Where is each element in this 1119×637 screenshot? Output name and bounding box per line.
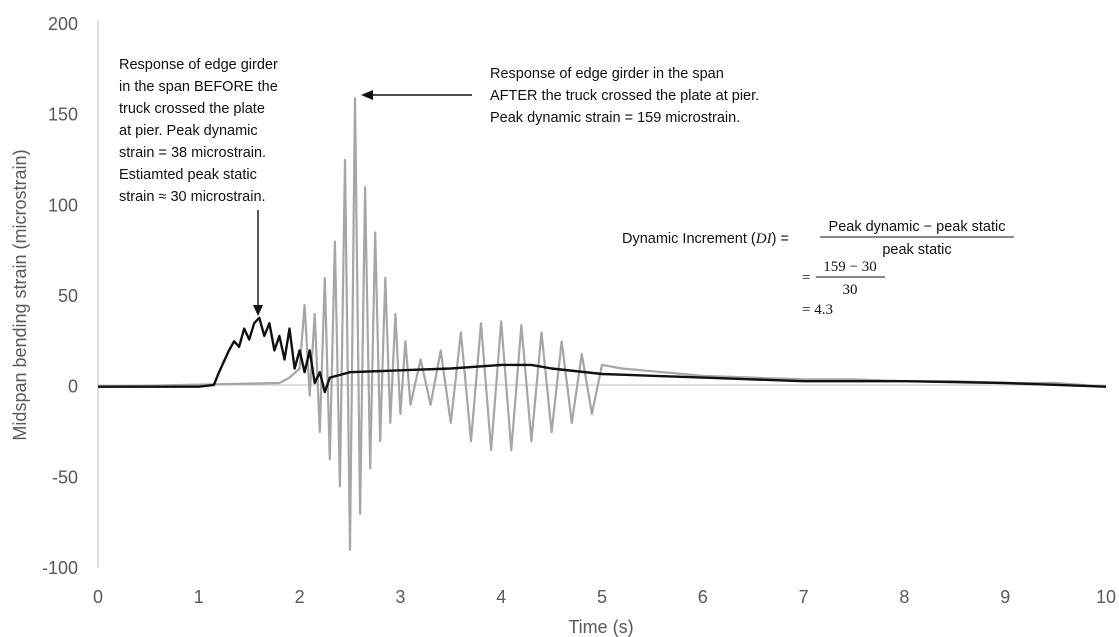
formula-numerator: Peak dynamic − peak static <box>829 219 1006 235</box>
y-tick-label: 200 <box>48 14 78 34</box>
svg-text:Response of edge girder in the: Response of edge girder in the span <box>490 66 724 82</box>
x-tick-label: 6 <box>698 587 708 607</box>
svg-text:strain = 38 microstrain.: strain = 38 microstrain. <box>119 145 266 161</box>
x-tick-label: 3 <box>395 587 405 607</box>
formula-denominator: peak static <box>882 242 951 258</box>
svg-text:Peak dynamic strain = 159 micr: Peak dynamic strain = 159 microstrain. <box>490 110 740 126</box>
annotation-before: Response of edge girder in the span BEFO… <box>119 57 278 316</box>
svg-text:AFTER the truck crossed the pl: AFTER the truck crossed the plate at pie… <box>490 88 759 104</box>
svg-text:at pier. Peak dynamic: at pier. Peak dynamic <box>119 123 258 139</box>
annotation-before-line-5: strain = 38 microstrain. <box>119 145 266 161</box>
series-layer <box>97 97 1107 552</box>
x-tick-label: 9 <box>1000 587 1010 607</box>
annotation-before-line-2: in the span BEFORE the <box>119 79 278 95</box>
formula-lhs-var: DI <box>755 231 773 247</box>
x-tick-label: 7 <box>799 587 809 607</box>
annotation-after-line-3: Peak dynamic strain = 159 microstrain. <box>490 110 740 126</box>
series-after-line <box>97 97 1107 552</box>
x-axis-title: Time (s) <box>568 617 633 637</box>
annotation-after-arrowhead <box>361 90 373 100</box>
y-tick-labels: 200 150 100 50 0 -50 -100 <box>42 14 78 578</box>
annotation-before-arrowhead <box>253 305 263 316</box>
annotation-after-line-1: Response of edge girder in the span <box>490 66 724 82</box>
x-tick-label: 8 <box>899 587 909 607</box>
formula-step2-numerator: 159 − 30 <box>823 259 876 275</box>
svg-text:Response of edge girder: Response of edge girder <box>119 57 278 73</box>
svg-text:Dynamic Increment (DI) =: Dynamic Increment (DI) = <box>622 231 789 247</box>
annotation-after: Response of edge girder in the span AFTE… <box>361 66 759 126</box>
formula-lhs: Dynamic Increment ( <box>622 231 756 247</box>
annotation-before-line-3: truck crossed the plate <box>119 101 265 117</box>
dynamic-increment-formula: Dynamic Increment (DI) = Peak dynamic − … <box>622 219 1014 318</box>
y-tick-label: 50 <box>58 286 78 306</box>
svg-text:truck crossed the plate: truck crossed the plate <box>119 101 265 117</box>
annotation-before-line-4: at pier. Peak dynamic <box>119 123 258 139</box>
svg-text:strain ≈ 30 microstrain.: strain ≈ 30 microstrain. <box>119 189 266 205</box>
x-tick-label: 1 <box>194 587 204 607</box>
y-tick-label: -100 <box>42 558 78 578</box>
annotation-before-line-7: strain ≈ 30 microstrain. <box>119 189 266 205</box>
x-tick-label: 4 <box>496 587 506 607</box>
formula-step2-denominator: 30 <box>843 282 858 298</box>
y-tick-label: 0 <box>68 377 78 397</box>
x-tick-label: 2 <box>295 587 305 607</box>
formula-result: = 4.3 <box>802 302 833 318</box>
y-tick-label: 100 <box>48 195 78 215</box>
x-tick-labels: 0 1 2 3 4 5 6 7 8 9 10 <box>93 587 1116 607</box>
annotation-before-line-6: Estiamted peak static <box>119 167 257 183</box>
x-tick-label: 0 <box>93 587 103 607</box>
y-tick-label: 150 <box>48 105 78 125</box>
y-axis-title: Midspan bending strain (microstrain) <box>10 149 30 440</box>
x-tick-label: 5 <box>597 587 607 607</box>
formula-step2-equals: = <box>802 270 810 286</box>
formula-lhs-close: ) = <box>772 231 789 247</box>
svg-text:in the span BEFORE the: in the span BEFORE the <box>119 79 278 95</box>
svg-text:Estiamted peak static: Estiamted peak static <box>119 167 257 183</box>
annotation-after-line-2: AFTER the truck crossed the plate at pie… <box>490 88 759 104</box>
x-tick-label: 10 <box>1096 587 1116 607</box>
y-tick-label: -50 <box>52 467 78 487</box>
series-before-line <box>98 316 1107 394</box>
annotation-before-line-1: Response of edge girder <box>119 57 278 73</box>
